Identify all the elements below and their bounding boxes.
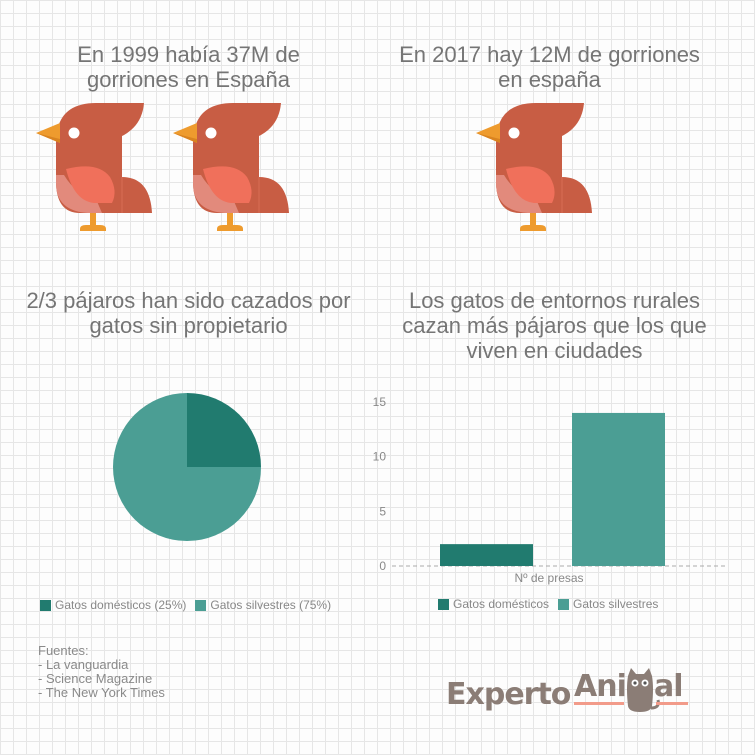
logo-text-experto: Experto xyxy=(446,677,571,712)
sources-heading: Fuentes: xyxy=(38,643,89,658)
legend-label-domesticos: Gatos domésticos xyxy=(453,597,550,611)
logo-underline xyxy=(656,702,688,705)
legend-label-silvestres: Gatos silvestres xyxy=(573,597,659,611)
bar-gatos-silvestres[interactable] xyxy=(572,412,665,566)
panel4-title: Los gatos de entornos rurales cazan más … xyxy=(377,288,732,363)
panel1-title: En 1999 había 37M de gorriones en España xyxy=(0,42,377,92)
y-tick-label: 10 xyxy=(373,450,387,464)
logo-text-al: al xyxy=(654,669,683,704)
source-item: - The New York Times xyxy=(38,685,165,700)
y-tick-label: 0 xyxy=(379,559,386,573)
panel3-title-line2: gatos sin propietario xyxy=(89,313,288,338)
legend-label-silvestres: Gatos silvestres (75%) xyxy=(210,598,332,612)
panel3-title: 2/3 pájaros han sido cazados por gatos s… xyxy=(0,288,377,338)
panel2-title: En 2017 hay 12M de gorriones en españa xyxy=(377,42,722,92)
bird-icon xyxy=(476,103,592,231)
panel4-title-line1: Los gatos de entornos rurales xyxy=(408,288,701,313)
legend-label-domesticos: Gatos domésticos (25%) xyxy=(55,598,187,612)
logo-text-ani: Ani xyxy=(574,669,626,704)
sources: Fuentes: - La vanguardia - Science Magaz… xyxy=(38,644,165,700)
legend-swatch-silvestres xyxy=(195,599,207,611)
bar-chart: 0 5 10 15 Nº de presas xyxy=(373,395,727,585)
bird-icon xyxy=(173,103,289,231)
pie-chart xyxy=(113,393,261,541)
x-axis-label: Nº de presas xyxy=(514,571,583,585)
logo-underline xyxy=(574,702,624,705)
y-tick-label: 15 xyxy=(373,395,387,409)
bird-icon xyxy=(36,103,152,231)
panel2-title-line1: En 2017 hay 12M de gorriones xyxy=(399,42,700,67)
pie-slice-silvestres[interactable] xyxy=(113,393,261,541)
bar-gatos-domesticos[interactable] xyxy=(440,544,533,566)
panel2-title-line2: en españa xyxy=(498,67,601,92)
source-item: - La vanguardia xyxy=(38,657,129,672)
experto-animal-logo: Experto Ani al xyxy=(446,668,688,712)
pie-legend: Gatos domésticos (25%) Gatos silvestres … xyxy=(40,598,331,612)
panel1-title-line2: gorriones en España xyxy=(86,67,291,92)
pie-slice-domesticos[interactable] xyxy=(187,393,261,467)
legend-swatch-domesticos xyxy=(438,598,449,610)
panel1-title-line1: En 1999 había 37M de xyxy=(77,42,300,67)
legend-swatch-silvestres xyxy=(558,598,570,610)
source-item: - Science Magazine xyxy=(38,671,153,686)
y-tick-label: 5 xyxy=(379,504,386,518)
legend-swatch-domesticos xyxy=(40,599,51,611)
bar-legend: Gatos domésticos Gatos silvestres xyxy=(438,597,658,611)
panel3-title-line1: 2/3 pájaros han sido cazados por xyxy=(26,288,351,313)
panel4-title-line3: viven en ciudades xyxy=(466,338,643,363)
cat-icon xyxy=(627,668,660,712)
panel4-title-line2: cazan más pájaros que los que xyxy=(402,313,707,338)
